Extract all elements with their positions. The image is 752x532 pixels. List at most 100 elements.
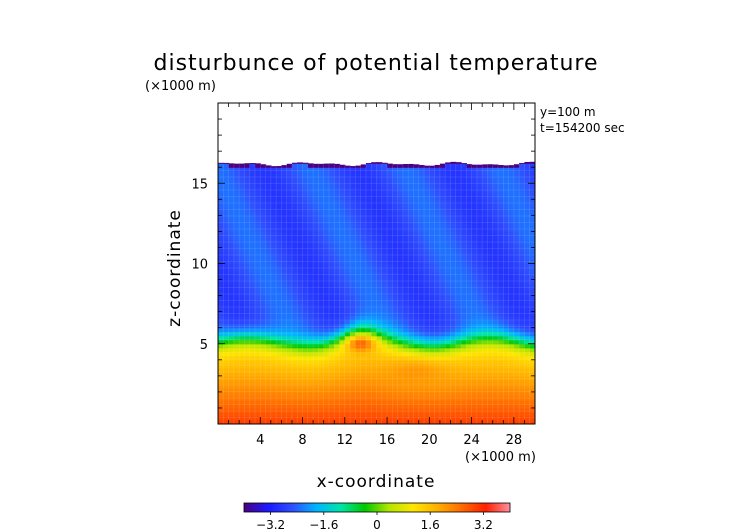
heatmap-cell [254, 175, 261, 180]
heatmap-cell [339, 387, 346, 393]
heatmap-cell [344, 183, 351, 188]
heatmap-cell [260, 399, 267, 405]
heatmap-cell [281, 199, 288, 204]
heatmap-cell [498, 339, 504, 345]
heatmap-cell [249, 335, 256, 341]
heatmap-cell [392, 291, 399, 297]
heatmap-cell [429, 255, 436, 261]
heatmap-cell [307, 215, 314, 220]
heatmap-cell [350, 203, 356, 208]
heatmap-cell [408, 255, 415, 261]
heatmap-cell [323, 271, 330, 277]
heatmap-cell [365, 391, 372, 397]
heatmap-cell [450, 323, 457, 329]
heatmap-cell [387, 287, 393, 293]
heatmap-cell [260, 307, 267, 313]
heatmap-cell [223, 351, 230, 357]
heatmap-cell [476, 207, 483, 212]
heatmap-cell [350, 251, 356, 257]
heatmap-cell [418, 347, 425, 353]
heatmap-cell [302, 231, 309, 237]
heatmap-cell [508, 415, 515, 421]
heatmap-cell [265, 167, 272, 172]
heatmap-cell [344, 375, 351, 381]
heatmap-cell [328, 203, 335, 208]
heatmap-cell [376, 335, 383, 341]
heatmap-cell [519, 259, 526, 265]
heatmap-cell [461, 395, 467, 401]
x-tick-label: 16 [379, 433, 396, 448]
heatmap-cell [249, 407, 256, 413]
heatmap-cell [328, 419, 335, 424]
heatmap-cell [254, 219, 261, 224]
heatmap-cell [524, 203, 531, 208]
heatmap-cell [276, 379, 282, 385]
heatmap-cell [365, 183, 372, 188]
heatmap-cell [371, 311, 378, 317]
heatmap-cell [307, 403, 314, 409]
y-unit-label: (×1000 m) [145, 79, 216, 94]
heatmap-cell [350, 343, 356, 349]
heatmap-cell [265, 259, 272, 265]
heatmap-cell [381, 327, 388, 333]
heatmap-cell [297, 419, 304, 424]
heatmap-cell [445, 359, 452, 365]
heatmap-cell [350, 235, 356, 241]
heatmap-cell [392, 235, 399, 241]
heatmap-cell [519, 363, 526, 369]
heatmap-cell [313, 351, 319, 357]
heatmap-cell [503, 307, 510, 313]
heatmap-cell [276, 207, 282, 212]
heatmap-cell [228, 263, 235, 269]
heatmap-cell [328, 287, 335, 293]
heatmap-cell [513, 195, 520, 200]
heatmap-cell [350, 255, 356, 261]
heatmap-cell [302, 307, 309, 313]
heatmap-cell [307, 175, 314, 180]
heatmap-cell [529, 419, 535, 424]
heatmap-cell [302, 315, 309, 321]
heatmap-cell [519, 255, 526, 261]
heatmap-cell [302, 162, 309, 164]
heatmap-cell [439, 247, 446, 253]
heatmap-cell [355, 319, 362, 325]
heatmap-cell [519, 347, 526, 353]
heatmap-cell [461, 211, 467, 216]
heatmap-cell [455, 375, 462, 381]
heatmap-cell [313, 363, 319, 369]
heatmap-cell [408, 407, 415, 413]
heatmap-cell [529, 319, 535, 325]
heatmap-cell [223, 327, 230, 333]
heatmap-cell [529, 247, 535, 253]
heatmap-cell [239, 351, 246, 357]
heatmap-cell [402, 371, 409, 377]
heatmap-cell [402, 179, 409, 184]
heatmap-cell [376, 411, 383, 417]
heatmap-cell [239, 167, 246, 172]
heatmap-cell [455, 263, 462, 269]
heatmap-cell [323, 395, 330, 401]
heatmap-cell [392, 287, 399, 293]
heatmap-cell [408, 291, 415, 297]
heatmap-cell [519, 183, 526, 188]
heatmap-cell [387, 419, 393, 424]
heatmap-cell [508, 259, 515, 265]
heatmap-cell [228, 195, 235, 200]
heatmap-cell [371, 195, 378, 200]
heatmap-cell [334, 223, 341, 228]
heatmap-cell [461, 375, 467, 381]
heatmap-cell [365, 347, 372, 353]
heatmap-cell [508, 395, 515, 401]
heatmap-cell [476, 387, 483, 393]
heatmap-cell [498, 219, 504, 224]
heatmap-cell [249, 311, 256, 317]
heatmap-cell [313, 259, 319, 265]
heatmap-cell [365, 211, 372, 216]
heatmap-cell [413, 243, 420, 249]
heatmap-cell [323, 375, 330, 381]
heatmap-cell [471, 419, 478, 424]
heatmap-cell [503, 319, 510, 325]
heatmap-cell [334, 415, 341, 421]
heatmap-cell [450, 243, 457, 249]
heatmap-cell [376, 263, 383, 269]
